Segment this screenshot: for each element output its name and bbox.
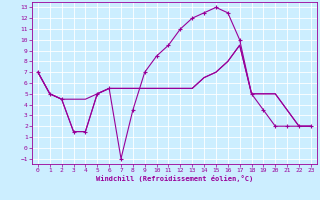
X-axis label: Windchill (Refroidissement éolien,°C): Windchill (Refroidissement éolien,°C): [96, 175, 253, 182]
